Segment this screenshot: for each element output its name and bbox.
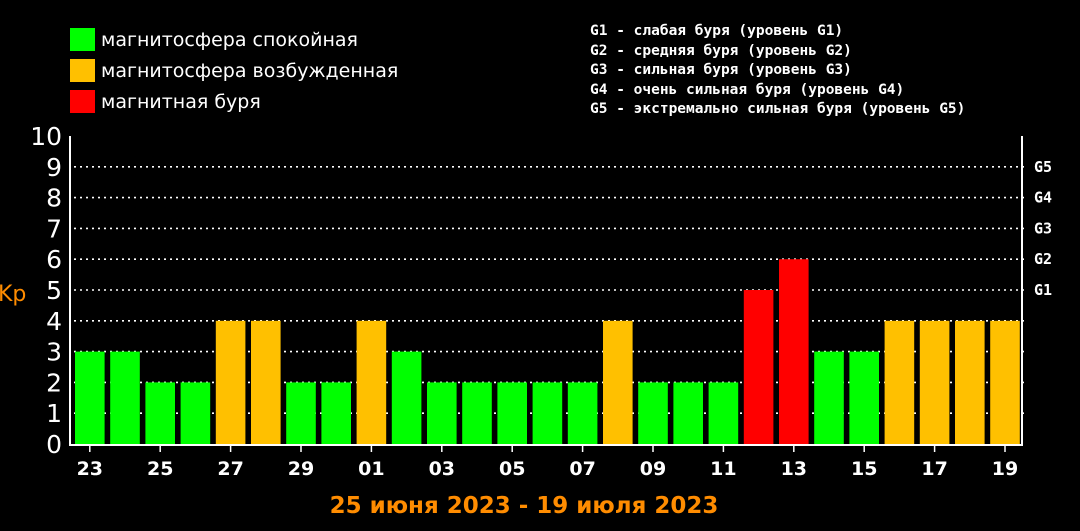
y-tick-label: 3 [46,338,62,367]
y-tick-label: 7 [46,214,62,243]
storm-level-legend: G1 - слабая буря (уровень G1) G2 - средн… [590,22,965,120]
y-tick-label: 5 [46,276,62,305]
bar [708,382,739,444]
bar [391,351,422,444]
storm-level-g1: G1 - слабая буря (уровень G1) [590,23,844,39]
bar [743,290,774,444]
legend-item-storm: магнитная буря [70,86,398,117]
y-tick-label: 0 [46,430,62,459]
x-tick-label: 17 [921,458,947,480]
storm-level-tick-label: G4 [1034,189,1052,207]
bar [603,320,633,444]
bar [145,382,175,444]
x-tick-labels: 23 25 27 29 01 03 05 07 09 11 13 15 17 19 [77,446,1018,480]
bar [884,320,915,444]
legend: магнитосфера спокойная магнитосфера возб… [70,24,398,117]
legend-label-calm: магнитосфера спокойная [101,28,358,51]
bar [497,382,527,444]
bar [779,259,809,444]
date-range-title: 25 июня 2023 - 19 июля 2023 [330,493,719,519]
bar [638,382,668,444]
x-tick-label: 07 [569,458,595,480]
storm-level-tick-label: G1 [1034,281,1052,299]
bar [110,351,140,444]
x-tick-label: 01 [358,458,384,480]
bar [990,320,1020,444]
legend-label-excited: магнитосфера возбужденная [101,59,399,82]
y-tick-label: 1 [46,399,62,428]
legend-swatch-calm [70,28,95,51]
bar [75,351,105,444]
x-tick-label: 13 [781,458,807,480]
legend-item-calm: магнитосфера спокойная [70,24,398,55]
bar [849,351,879,444]
storm-level-g3: G3 - сильная буря (уровень G3) [590,62,852,78]
x-tick-label: 11 [710,458,736,480]
x-tick-label: 25 [147,458,173,480]
storm-level-tick-label: G3 [1034,219,1052,237]
bar [427,382,457,444]
x-tick-label: 19 [992,458,1018,480]
y-tick-label: 10 [30,122,62,151]
y-axis-title: Kp [0,282,26,307]
x-tick-label: 15 [851,458,877,480]
storm-level-tick-label: G2 [1034,250,1052,268]
storm-level-g5: G5 - экстремально сильная буря (уровень … [590,101,966,117]
y-tick-label: 2 [46,368,62,397]
x-tick-label: 05 [499,458,525,480]
bar [955,320,985,444]
storm-level-tick-labels: G1 G2 G3 G4 G5 [1034,158,1052,299]
bar [356,320,387,444]
bar [567,382,598,444]
legend-swatch-storm [70,90,95,113]
bar [251,320,281,444]
storm-level-g4: G4 - очень сильная буря (уровень G4) [590,81,905,98]
legend-swatch-excited [70,59,95,82]
bar [180,382,211,444]
x-tick-label: 23 [77,458,103,480]
y-tick-label: 4 [46,307,62,336]
y-tick-label: 8 [46,184,62,213]
bar [919,320,950,444]
bar [673,382,703,444]
y-tick-label: 6 [46,245,62,274]
bars [75,259,1020,444]
bar [814,351,844,444]
bar [462,382,492,444]
y-tick-label: 9 [46,153,62,182]
bar [215,320,246,444]
legend-item-excited: магнитосфера возбужденная [70,55,398,86]
bar [321,382,351,444]
x-tick-label: 29 [288,458,314,480]
x-tick-label: 09 [640,458,666,480]
legend-label-storm: магнитная буря [101,90,261,113]
storm-level-tick-label: G5 [1034,158,1052,176]
storm-level-g2: G2 - средняя буря (уровень G2) [590,42,852,59]
bar [286,382,316,444]
bar [532,382,563,444]
x-tick-label: 03 [429,458,455,480]
axes [69,136,1023,446]
x-tick-label: 27 [217,458,243,480]
